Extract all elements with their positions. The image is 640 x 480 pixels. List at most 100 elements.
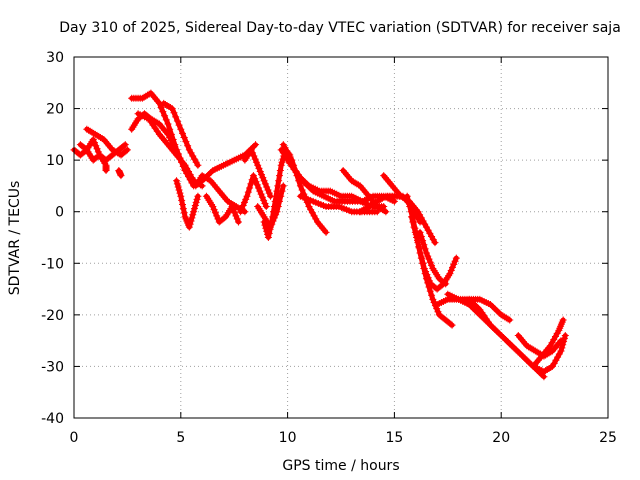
data-point [548, 362, 556, 370]
data-point [426, 258, 434, 266]
data-point [355, 181, 363, 189]
data-point [269, 213, 277, 221]
data-point [193, 195, 201, 203]
data-point [428, 261, 436, 269]
data-point [256, 187, 264, 195]
data-point [403, 192, 411, 200]
data-point [173, 177, 181, 185]
data-point [547, 363, 555, 371]
data-point [246, 184, 254, 192]
data-point [420, 241, 428, 249]
data-point [554, 353, 562, 361]
data-point [550, 359, 558, 367]
data-point [93, 145, 101, 153]
data-point [102, 166, 110, 174]
data-point [237, 208, 245, 216]
data-point [121, 141, 129, 149]
data-point [283, 147, 291, 155]
data-point [264, 234, 272, 241]
data-point [276, 166, 284, 174]
data-point [188, 214, 196, 222]
series-arc-y [407, 213, 460, 293]
data-point [89, 136, 97, 144]
data-point [419, 259, 427, 267]
data-point [312, 215, 320, 223]
data-point [420, 264, 428, 272]
data-point [247, 146, 255, 154]
x-tick-label: 5 [176, 430, 185, 446]
data-point [233, 215, 241, 223]
data-point [425, 255, 433, 263]
data-point [448, 321, 456, 329]
data-point [168, 105, 176, 113]
data-point [305, 203, 313, 211]
series-arc-i [173, 177, 202, 231]
data-point [260, 196, 268, 204]
data-point [186, 220, 194, 228]
y-tick-label: -40 [41, 411, 64, 427]
data-point [452, 254, 460, 262]
data-point [275, 177, 283, 185]
series-arc-l [198, 141, 260, 185]
data-point [277, 161, 285, 169]
data-point [442, 280, 450, 288]
data-point [189, 152, 197, 160]
data-point [414, 208, 422, 216]
data-point [189, 211, 197, 219]
data-point [553, 329, 561, 337]
data-point [271, 197, 279, 205]
data-points [70, 89, 569, 381]
data-point [169, 136, 177, 144]
y-tick-label: 0 [55, 205, 64, 221]
data-point [180, 133, 188, 141]
x-tick-label: 15 [385, 430, 403, 446]
data-point [416, 249, 424, 257]
data-point [270, 208, 278, 216]
data-point [211, 209, 219, 217]
data-point [186, 171, 194, 179]
data-point [249, 172, 257, 180]
data-point [91, 139, 99, 147]
data-point [175, 186, 183, 194]
data-point [264, 230, 272, 238]
series-arc-z [416, 228, 450, 288]
data-point [424, 274, 432, 282]
data-point [187, 217, 195, 225]
data-point [448, 263, 456, 271]
data-point [188, 174, 196, 182]
data-point [98, 134, 106, 142]
data-point [552, 356, 560, 364]
data-point [185, 146, 193, 154]
data-point [506, 316, 514, 324]
data-point [421, 220, 429, 228]
data-point [167, 130, 175, 138]
data-point [428, 232, 436, 240]
data-point [187, 149, 195, 157]
data-point [252, 141, 260, 149]
data-point [424, 252, 432, 260]
series-arc-k [202, 192, 242, 226]
data-point [228, 203, 236, 211]
series-arc-m [237, 172, 270, 216]
data-point [120, 142, 128, 150]
data-point [380, 207, 388, 215]
data-point [406, 203, 414, 211]
data-point [232, 212, 240, 220]
y-tick-label: 30 [46, 50, 64, 66]
data-point [410, 223, 418, 231]
data-point [434, 308, 442, 316]
data-point [260, 218, 268, 226]
data-point [281, 144, 289, 152]
data-point [261, 180, 269, 188]
data-point [270, 203, 278, 211]
data-point [176, 189, 184, 197]
data-point [190, 208, 198, 216]
data-point [164, 120, 172, 128]
data-point [504, 315, 512, 323]
data-point [415, 244, 423, 252]
data-point [182, 138, 190, 146]
data-point [260, 177, 268, 185]
data-point [250, 152, 258, 160]
plot-frame [73, 56, 609, 419]
